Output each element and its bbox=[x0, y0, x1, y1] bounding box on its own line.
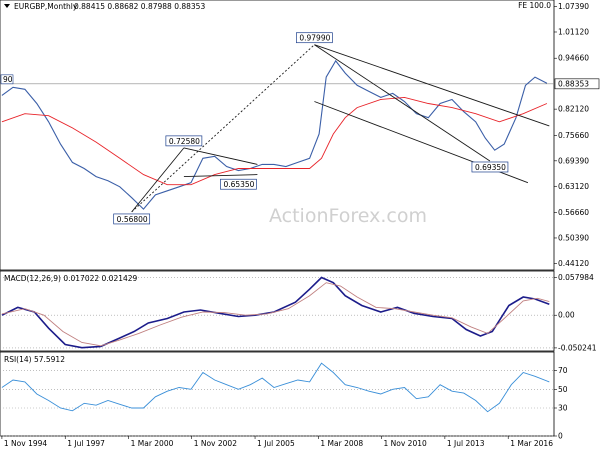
series-line-1-1 bbox=[1, 282, 550, 347]
macd-title: MACD(12,26,9) 0.017022 0.021429 bbox=[4, 274, 138, 283]
y-tick-label: 50 bbox=[558, 385, 568, 394]
annotation-box bbox=[220, 178, 257, 190]
x-tick-label: 1 Jul 2013 bbox=[447, 439, 485, 448]
y-tick-label: 0.50390 bbox=[558, 233, 589, 242]
y-tick-label: 0.75660 bbox=[558, 131, 589, 140]
series-line-0-6 bbox=[314, 44, 491, 162]
annotation-label: 0.65350 bbox=[223, 180, 254, 189]
y-tick-label: 70 bbox=[558, 366, 568, 375]
y-tick-label: 0.69390 bbox=[558, 156, 589, 165]
series-line-0-0 bbox=[1, 59, 548, 210]
y-tick-label: 0.94660 bbox=[558, 54, 589, 63]
x-tick-label: 1 Nov 2002 bbox=[194, 439, 237, 448]
annotation-box bbox=[296, 32, 333, 44]
last-price-box bbox=[554, 78, 600, 90]
series-line-1-0 bbox=[1, 276, 550, 349]
ohlc-header: 0.88415 0.88682 0.87988 0.88353 bbox=[74, 2, 205, 11]
y-tick-label: 0.057984 bbox=[558, 273, 594, 282]
price-panel-frame bbox=[0, 0, 555, 271]
y-tick-label: 1.07390 bbox=[558, 2, 589, 11]
y-tick-label: 0.82120 bbox=[558, 105, 589, 114]
annotation-label: 0.97990 bbox=[299, 34, 330, 43]
y-tick-label: 0.44120 bbox=[558, 259, 589, 268]
x-tick-label: 1 Mar 2000 bbox=[131, 439, 174, 448]
x-tick-label: 1 Jul 1997 bbox=[67, 439, 105, 448]
annotation-label: 0.56800 bbox=[117, 215, 148, 224]
rsi-panel: 70 50 30 0 1 Nov 1994 1 Jul 1997 1 Mar 2000 1 N… bbox=[0, 362, 568, 448]
corner-label: FE 100.0 bbox=[518, 1, 551, 10]
rsi-title: RSI(14) 57.5912 bbox=[4, 355, 65, 364]
watermark: ActionForex.com bbox=[269, 205, 427, 227]
series-line-0-7 bbox=[314, 44, 550, 127]
rsi-panel-frame bbox=[0, 351, 555, 437]
annotation-box bbox=[113, 213, 151, 225]
x-tick-label: 1 Mar 2016 bbox=[510, 439, 553, 448]
last-price-label: 0.88353 bbox=[558, 79, 589, 88]
series-line-2-0 bbox=[1, 362, 550, 413]
price-chart-title: EURGBP,Monthly bbox=[14, 2, 78, 11]
x-tick-label: 1 Nov 2010 bbox=[384, 439, 427, 448]
left-edge-label: 90 bbox=[3, 75, 13, 84]
left-edge-box bbox=[0, 74, 14, 85]
y-tick-label: 0.56660 bbox=[558, 208, 589, 217]
macd-panel-frame bbox=[0, 270, 555, 352]
x-tick-label: 1 Nov 1994 bbox=[4, 439, 47, 448]
annotation-label: 0.69350 bbox=[475, 163, 506, 172]
y-tick-label: 0 bbox=[558, 432, 563, 441]
chevron-down-icon[interactable] bbox=[4, 4, 10, 8]
x-tick-label: 1 Jul 2005 bbox=[257, 439, 295, 448]
price-panel: 1.07390 1.01120 0.94660 0.82120 0.75660 0.693… bbox=[0, 2, 600, 268]
y-tick-label: 1.01120 bbox=[558, 27, 589, 36]
series-line-0-1 bbox=[1, 96, 548, 186]
macd-panel: 0.057984 0.00 -0.050241 bbox=[0, 273, 597, 352]
series-line-0-3 bbox=[183, 147, 258, 165]
annotation-box bbox=[471, 161, 509, 173]
series-line-0-4 bbox=[183, 174, 258, 178]
x-tick-label: 1 Mar 2008 bbox=[320, 439, 363, 448]
y-tick-label: -0.050241 bbox=[558, 343, 597, 352]
series-line-0-5 bbox=[131, 44, 315, 213]
y-tick-label: 30 bbox=[558, 404, 568, 413]
y-tick-label: 0.00 bbox=[558, 311, 575, 320]
series-line-0-2 bbox=[131, 147, 185, 213]
y-tick-label: 0.63120 bbox=[558, 182, 589, 191]
annotation-label: 0.72580 bbox=[169, 137, 200, 146]
annotation-box bbox=[165, 135, 203, 147]
